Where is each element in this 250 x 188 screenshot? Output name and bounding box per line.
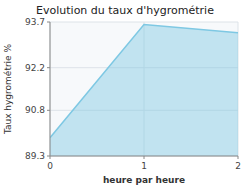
- area: [50, 24, 238, 156]
- x-axis-label: heure par heure: [103, 175, 185, 185]
- y-tick-label: 90.8: [25, 105, 45, 115]
- title: Evolution du taux d'hygrométrie: [36, 4, 214, 17]
- y-axis: [50, 22, 51, 156]
- y-tick-label: 89.3: [25, 151, 45, 161]
- y-tick-label: 93.7: [25, 17, 45, 27]
- grid: [50, 22, 238, 156]
- y-tick-label: 92.2: [25, 63, 45, 73]
- y-grid-line: [50, 156, 238, 157]
- plot-area: [50, 22, 238, 156]
- y-axis-label: Taux hygrométrie %: [3, 43, 13, 135]
- x-tick-label: 0: [47, 161, 53, 171]
- series: [50, 24, 238, 156]
- line: [50, 24, 238, 137]
- chart: 89.3 90.8 92.2 93.7 0 1 2 Evolution du taux d'h…: [0, 0, 250, 188]
- x-tick-label: 2: [235, 161, 241, 171]
- x-grid-line: [50, 22, 51, 156]
- x-tick-label: 1: [141, 161, 147, 171]
- x-axis: [50, 156, 238, 157]
